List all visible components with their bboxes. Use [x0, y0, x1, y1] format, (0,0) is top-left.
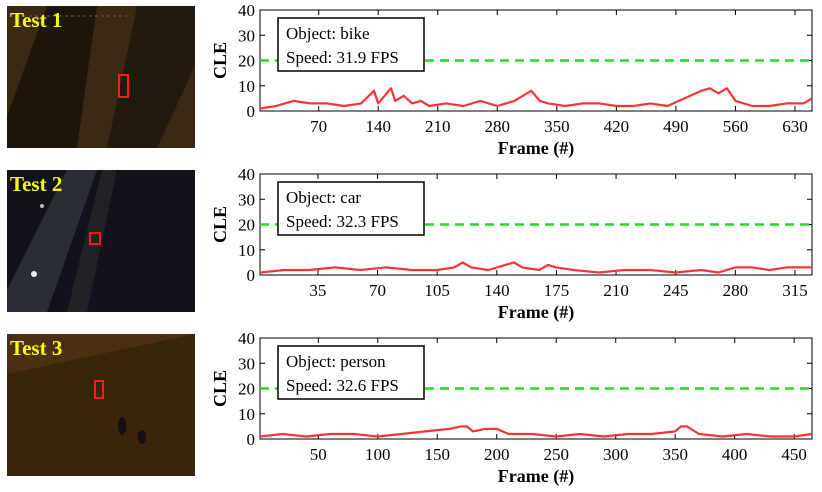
y-tick-label: 40 — [238, 1, 255, 20]
annotation-object: Object: bike — [286, 24, 370, 43]
sidewalk — [107, 6, 195, 148]
annotation-box — [277, 181, 425, 236]
x-tick-label: 420 — [604, 117, 630, 136]
y-tick-label: 30 — [238, 354, 255, 373]
y-tick-label: 10 — [238, 77, 255, 96]
cle-series-line — [259, 261, 812, 274]
bounding-box-1 — [118, 74, 129, 98]
y-axis-label: CLE — [210, 206, 230, 243]
x-axis-label: Frame (#) — [498, 466, 574, 487]
x-tick-label: 450 — [781, 445, 807, 464]
street-light — [40, 204, 44, 208]
y-tick-label: 10 — [238, 241, 255, 260]
bounding-box-3 — [94, 380, 104, 399]
y-axis-label: CLE — [210, 370, 230, 407]
x-tick-label: 70 — [369, 281, 386, 300]
y-tick-label: 20 — [238, 52, 255, 71]
x-tick-label: 490 — [663, 117, 689, 136]
chart-3: 0 10 20 30 40 50 100 150 200 250 300 350 400 450 Objec… — [210, 329, 813, 487]
y-tick-label: 0 — [247, 102, 256, 121]
road-surface — [7, 170, 97, 312]
x-tick-label: 280 — [723, 281, 749, 300]
cle-series-line — [259, 425, 813, 438]
annotation-speed: Speed: 32.6 FPS — [286, 376, 399, 395]
x-tick-label: 140 — [484, 281, 510, 300]
x-tick-label: 250 — [543, 445, 569, 464]
x-tick-label: 50 — [310, 445, 327, 464]
chart-1: 0 10 20 30 40 70 140 210 280 350 420 490 560 630 Objec… — [210, 1, 813, 159]
y-tick-label: 30 — [238, 190, 255, 209]
y-tick-label: 0 — [247, 266, 256, 285]
y-tick-label: 30 — [238, 26, 255, 45]
y-tick-label: 20 — [238, 380, 255, 399]
y-tick-label: 10 — [238, 405, 255, 424]
person-shadow-2 — [138, 430, 146, 444]
x-tick-label: 210 — [425, 117, 451, 136]
y-tick-label: 0 — [247, 430, 256, 449]
thumbnail-3 — [7, 334, 195, 476]
x-tick-label: 245 — [663, 281, 689, 300]
x-tick-label: 140 — [365, 117, 391, 136]
x-tick-label: 560 — [723, 117, 749, 136]
y-axis-label: CLE — [210, 42, 230, 79]
car-headlight — [31, 271, 37, 277]
x-tick-label: 70 — [310, 117, 327, 136]
x-tick-label: 400 — [722, 445, 748, 464]
x-tick-label: 630 — [782, 117, 808, 136]
ground-surface — [7, 334, 195, 476]
x-tick-label: 300 — [603, 445, 629, 464]
annotation-speed: Speed: 31.9 FPS — [286, 48, 399, 67]
x-tick-label: 175 — [544, 281, 570, 300]
y-tick-label: 20 — [238, 216, 255, 235]
annotation-box — [277, 17, 425, 72]
annotation-box — [277, 345, 425, 400]
test-label-3: Test 3 — [10, 336, 63, 360]
x-tick-label: 280 — [485, 117, 511, 136]
bounding-box-2 — [89, 232, 101, 245]
person-shadow — [118, 417, 126, 435]
road-lane — [67, 170, 117, 312]
x-tick-label: 200 — [484, 445, 510, 464]
x-tick-label: 100 — [365, 445, 391, 464]
x-axis-label: Frame (#) — [498, 138, 574, 159]
test-panel-3: Test 3 0 10 20 30 40 50 100 150 200 250 300 350 400 4… — [0, 328, 822, 492]
chart-2: 0 10 20 30 40 35 70 105 140 175 210 245 280 315 Object… — [210, 165, 813, 323]
x-tick-label: 105 — [424, 281, 450, 300]
road-surface — [7, 6, 97, 148]
test-panel-2: Test 2 0 10 20 30 40 35 70 105 140 175 210 245 280 31… — [0, 164, 822, 328]
annotation-speed: Speed: 32.3 FPS — [286, 212, 399, 231]
x-tick-label: 350 — [544, 117, 570, 136]
thumbnail-1 — [7, 6, 195, 148]
annotation-object: Object: person — [286, 352, 386, 371]
x-tick-label: 315 — [782, 281, 808, 300]
test-panel-1: Test 1 0 10 20 30 40 70 140 210 280 350 420 490 560 6… — [0, 0, 822, 164]
x-tick-label: 350 — [662, 445, 688, 464]
y-tick-label: 40 — [238, 165, 255, 184]
annotation-object: Object: car — [286, 188, 361, 207]
test-label-2: Test 2 — [10, 172, 63, 196]
cle-series-line — [259, 87, 813, 110]
x-tick-label: 210 — [603, 281, 629, 300]
x-axis-label: Frame (#) — [498, 302, 574, 323]
y-tick-label: 40 — [238, 329, 255, 348]
test-label-1: Test 1 — [10, 8, 63, 32]
thumbnail-2 — [7, 170, 195, 312]
x-tick-label: 150 — [425, 445, 451, 464]
x-tick-label: 35 — [309, 281, 326, 300]
